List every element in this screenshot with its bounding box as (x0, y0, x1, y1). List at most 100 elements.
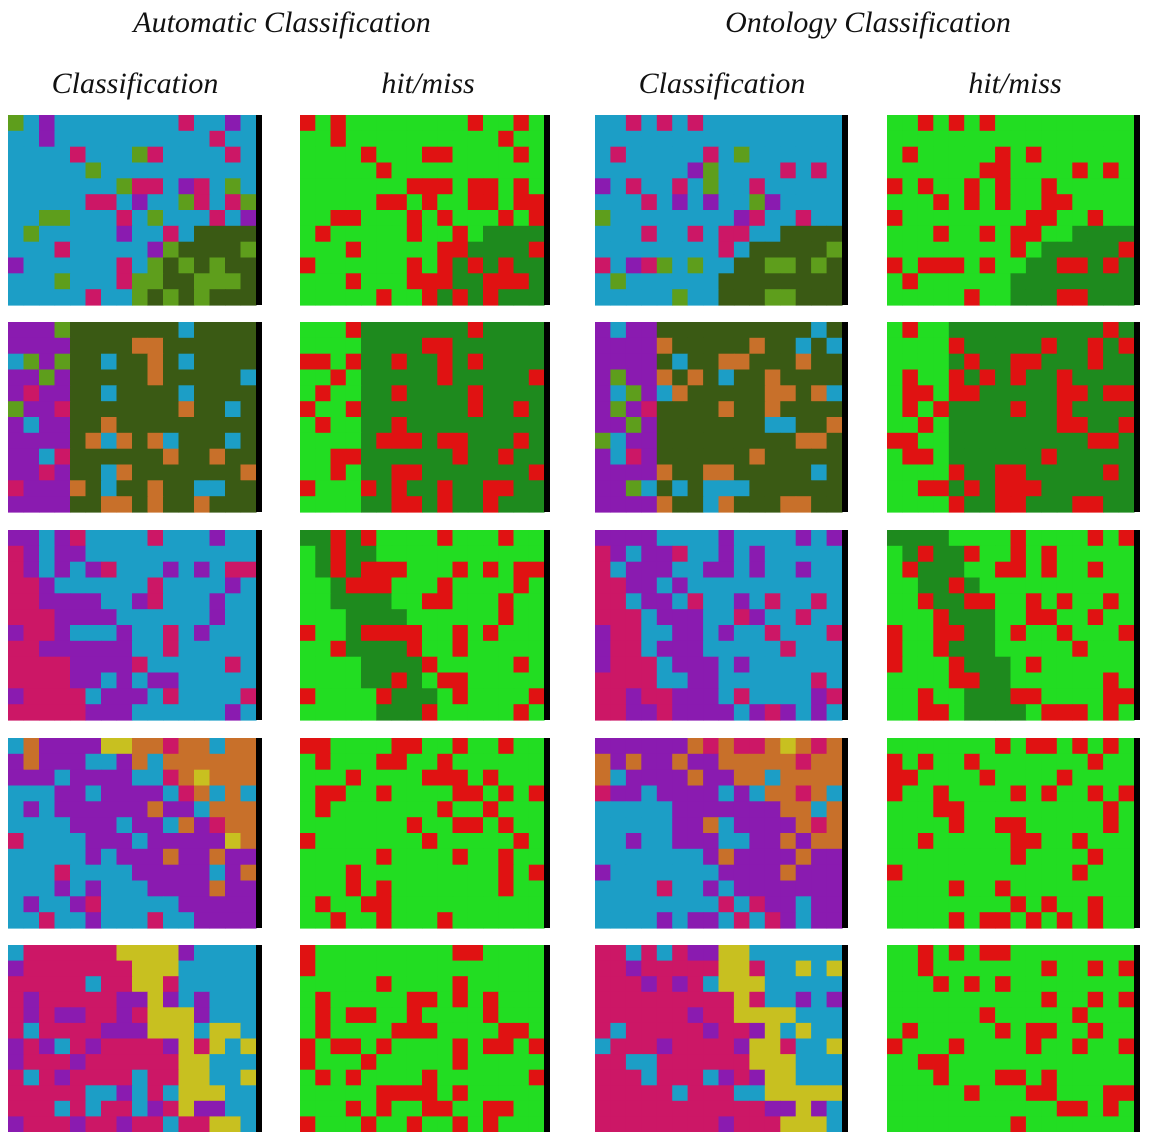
tile (1011, 530, 1027, 546)
tile (514, 401, 530, 417)
tile (902, 912, 918, 928)
tile (514, 688, 530, 704)
tile (24, 546, 40, 562)
tile (657, 625, 673, 641)
tile (179, 210, 195, 226)
tile (163, 704, 179, 720)
tile (887, 273, 903, 289)
tile (719, 641, 735, 657)
tile (1119, 194, 1135, 210)
tile (610, 546, 626, 562)
tile (1072, 194, 1088, 210)
tile (331, 163, 347, 179)
tile (514, 578, 530, 594)
tile (827, 945, 843, 961)
tile (163, 178, 179, 194)
tile (626, 417, 642, 433)
tile (1057, 289, 1073, 305)
tile (241, 754, 257, 770)
tile (657, 194, 673, 210)
tile (39, 641, 55, 657)
tile (117, 465, 133, 481)
tile (346, 370, 362, 386)
tile (1103, 833, 1119, 849)
tile (811, 1023, 827, 1039)
tile (719, 738, 735, 754)
tile (132, 242, 148, 258)
tile (453, 258, 469, 274)
tile (300, 449, 316, 465)
tile (780, 194, 796, 210)
tile (483, 754, 499, 770)
tile (595, 194, 611, 210)
tile (361, 704, 377, 720)
tile (55, 163, 71, 179)
tile (132, 546, 148, 562)
tile (811, 433, 827, 449)
tile (1057, 992, 1073, 1008)
tile (514, 354, 530, 370)
tile (995, 738, 1011, 754)
tile (179, 593, 195, 609)
tile (132, 833, 148, 849)
tile (70, 385, 86, 401)
tile (933, 147, 949, 163)
tile (933, 1023, 949, 1039)
tile (796, 178, 812, 194)
tile (1072, 688, 1088, 704)
tile (407, 961, 423, 977)
tile (719, 370, 735, 386)
tile (24, 738, 40, 754)
tile (498, 546, 514, 562)
tile (1119, 546, 1135, 562)
tile (1103, 657, 1119, 673)
tile (949, 625, 965, 641)
tile (964, 625, 980, 641)
tile (407, 1023, 423, 1039)
tile (8, 289, 24, 305)
tile (703, 242, 719, 258)
tile (1057, 945, 1073, 961)
tile (827, 496, 843, 512)
tile (688, 131, 704, 147)
tile (780, 322, 796, 338)
tile (1041, 338, 1057, 354)
tile (376, 881, 392, 897)
tile (300, 322, 316, 338)
tile (811, 401, 827, 417)
tile (24, 912, 40, 928)
tile (641, 131, 657, 147)
tile (101, 688, 117, 704)
tile (498, 688, 514, 704)
tile (595, 896, 611, 912)
tile (1072, 322, 1088, 338)
tile (453, 496, 469, 512)
tile (529, 273, 545, 289)
tile (1057, 147, 1073, 163)
tile (422, 817, 438, 833)
tile (315, 578, 331, 594)
tile (918, 401, 934, 417)
tile (331, 1054, 347, 1070)
tile (1103, 354, 1119, 370)
tile (949, 273, 965, 289)
tile (626, 881, 642, 897)
tile (70, 449, 86, 465)
tile (1026, 1070, 1042, 1086)
tile (1011, 562, 1027, 578)
tile (949, 833, 965, 849)
tile (980, 865, 996, 881)
tile (918, 354, 934, 370)
tile (8, 881, 24, 897)
tile (86, 578, 102, 594)
tile (964, 417, 980, 433)
tile (331, 401, 347, 417)
tile (1103, 673, 1119, 689)
tile (117, 641, 133, 657)
tile (24, 1116, 40, 1132)
tile (498, 1085, 514, 1101)
tile (101, 433, 117, 449)
tile (980, 178, 996, 194)
tile (1088, 641, 1104, 657)
tile (887, 289, 903, 305)
